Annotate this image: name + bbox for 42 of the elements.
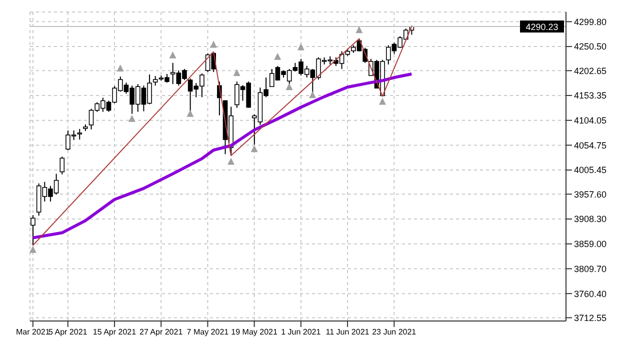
point <box>116 64 124 72</box>
y-tick-label: 4202.65 <box>574 66 607 76</box>
y-tick-label: 3809.70 <box>574 264 607 274</box>
ref-line-label: 4290.23 <box>526 22 558 32</box>
point <box>378 98 386 105</box>
x-tick-label: 23 Jun 2021 <box>372 328 417 337</box>
point <box>356 26 363 34</box>
y-tick-label: 4104.05 <box>574 116 607 126</box>
point <box>210 40 218 48</box>
line-series <box>31 72 414 240</box>
x-tick-label: 5 Apr 2021 <box>48 328 88 337</box>
y-tick-label: 4250.50 <box>574 42 607 52</box>
y-tick-label: 4054.75 <box>574 140 607 150</box>
point <box>309 91 316 98</box>
candlestick <box>60 156 65 175</box>
point <box>274 52 282 60</box>
y-tick-label: 3712.55 <box>574 312 607 323</box>
x-tick-label: 15 Apr 2021 <box>92 328 137 337</box>
point <box>186 110 194 117</box>
point <box>169 51 176 58</box>
y-tick-label: 3859.00 <box>574 239 607 250</box>
point <box>228 158 234 165</box>
point <box>250 145 258 152</box>
x-tick-label: 19 May 2021 <box>231 328 278 337</box>
candlestick <box>77 128 82 140</box>
point <box>233 68 240 76</box>
y-tick-label: 4153.35 <box>574 90 607 101</box>
y-tick-label: 3957.60 <box>574 189 607 200</box>
point <box>29 246 36 253</box>
x-tick-label: 27 Apr 2021 <box>140 328 184 337</box>
point <box>286 83 293 90</box>
y-tick-label: 3908.30 <box>574 214 607 224</box>
point <box>297 43 304 50</box>
y-tick-label: 4005.45 <box>574 165 607 176</box>
x-tick-label: Mar 2021 <box>16 328 50 337</box>
x-tick-label: 11 Jun 2021 <box>326 328 370 337</box>
x-tick-label: 7 May 2021 <box>186 328 230 337</box>
x-tick-label: 1 Jun 2021 <box>281 328 322 337</box>
y-tick-label: 3760.40 <box>574 288 607 299</box>
point <box>128 114 136 122</box>
y-tick-label: 4299.80 <box>574 16 607 27</box>
candlestick <box>30 214 36 246</box>
